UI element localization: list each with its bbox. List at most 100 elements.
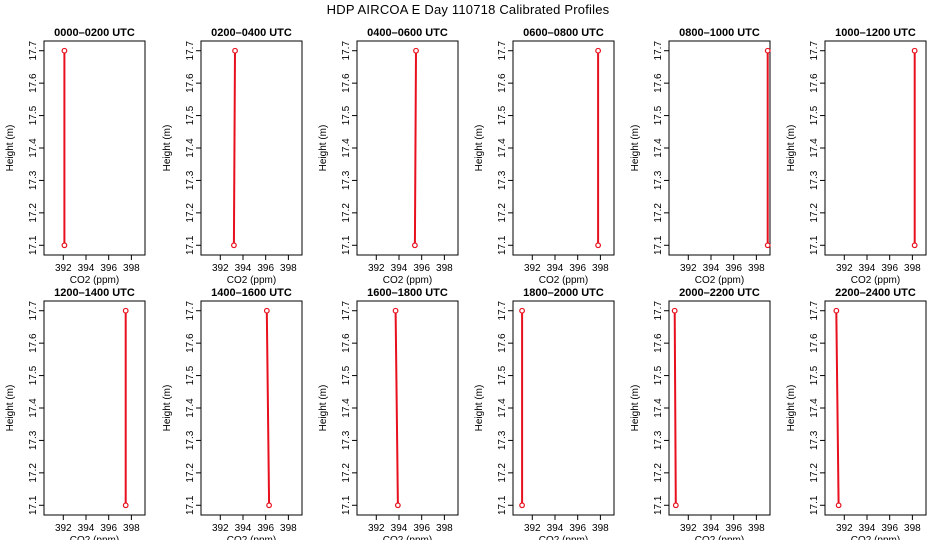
y-tick-label: 17.6 xyxy=(653,333,664,353)
y-tick-label: 17.4 xyxy=(185,138,196,158)
panel-title: 2200–2400 UTC xyxy=(835,287,916,299)
x-tick-label: 396 xyxy=(881,523,898,534)
plot-frame xyxy=(200,300,303,516)
panel-9: 1800–2000 UTC 392 394 396 398 17.1 17.2 17.3 17.… xyxy=(474,287,615,540)
y-tick-label: 17.6 xyxy=(809,333,820,353)
x-tick-label: 398 xyxy=(123,523,140,534)
panel-3: 0600–0800 UTC 392 394 396 398 17.1 17.2 17.3 17.… xyxy=(474,27,615,286)
y-tick-label: 17.6 xyxy=(653,73,664,93)
profile-line xyxy=(232,50,236,246)
x-tick-label: 392 xyxy=(524,523,541,534)
x-tick-label: 396 xyxy=(413,523,430,534)
x-tick-label: 392 xyxy=(368,523,385,534)
x-tick-label: 396 xyxy=(881,263,898,274)
x-tick-label: 394 xyxy=(235,263,252,274)
y-tick-label: 17.6 xyxy=(28,73,39,93)
y-axis-label: Height (m) xyxy=(474,125,485,172)
x-tick-label: 398 xyxy=(592,523,609,534)
y-tick-label: 17.4 xyxy=(809,138,820,158)
plot-frame xyxy=(200,40,303,256)
y-axis-label: Height (m) xyxy=(162,385,173,432)
y-tick-label: 17.7 xyxy=(28,41,39,61)
x-tick-label: 396 xyxy=(569,523,586,534)
y-tick-label: 17.3 xyxy=(185,430,196,450)
x-tick-label: 392 xyxy=(680,263,697,274)
x-axis-label: CO2 (ppm) xyxy=(539,535,588,540)
y-tick-label: 17.3 xyxy=(497,430,508,450)
x-tick-label: 392 xyxy=(524,263,541,274)
y-axis-label: Height (m) xyxy=(786,125,797,172)
x-tick-label: 398 xyxy=(436,263,453,274)
panel-title: 0600–0800 UTC xyxy=(523,27,604,39)
y-tick-label: 17.4 xyxy=(497,398,508,418)
profile-point xyxy=(232,47,238,54)
plot-frame xyxy=(668,40,771,256)
profile-line xyxy=(265,310,271,506)
y-tick-label: 17.5 xyxy=(497,365,508,385)
panel-2: 0400–0600 UTC 392 394 396 398 17.1 17.2 17.3 17.… xyxy=(318,27,459,286)
y-tick-label: 17.5 xyxy=(497,105,508,125)
x-tick-label: 396 xyxy=(413,263,430,274)
x-tick-label: 396 xyxy=(725,263,742,274)
x-tick-label: 394 xyxy=(391,523,408,534)
panel-6: 1200–1400 UTC 392 394 396 398 17.1 17.2 17.3 17.… xyxy=(5,287,146,540)
profile-point xyxy=(122,502,129,509)
y-tick-label: 17.4 xyxy=(653,398,664,418)
y-tick-label: 17.7 xyxy=(653,41,664,61)
panel-title: 0400–0600 UTC xyxy=(367,27,448,39)
profile-point xyxy=(266,502,272,509)
y-tick-label: 17.6 xyxy=(185,333,196,353)
x-axis-label: CO2 (ppm) xyxy=(695,275,744,286)
x-tick-label: 396 xyxy=(569,263,586,274)
profile-line xyxy=(835,310,840,506)
y-tick-label: 17.3 xyxy=(28,430,39,450)
profile-point xyxy=(672,502,679,509)
y-tick-label: 17.7 xyxy=(653,301,664,321)
panel-title: 1800–2000 UTC xyxy=(523,287,604,299)
profile-point xyxy=(671,307,678,314)
x-tick-label: 398 xyxy=(280,263,297,274)
x-tick-label: 394 xyxy=(391,263,408,274)
y-tick-label: 17.6 xyxy=(28,333,39,353)
profile-point xyxy=(519,307,525,314)
y-axis-label: Height (m) xyxy=(5,125,16,172)
y-tick-label: 17.4 xyxy=(809,398,820,418)
panel-title: 2000–2200 UTC xyxy=(679,287,760,299)
y-axis-label: Height (m) xyxy=(318,385,329,432)
y-tick-label: 17.7 xyxy=(341,41,352,61)
y-tick-label: 17.1 xyxy=(653,235,664,255)
y-tick-label: 17.6 xyxy=(809,73,820,93)
x-tick-label: 396 xyxy=(100,263,117,274)
profile-point xyxy=(911,242,918,249)
x-axis-label: CO2 (ppm) xyxy=(851,535,900,540)
y-tick-label: 17.2 xyxy=(497,463,508,483)
x-tick-label: 398 xyxy=(436,523,453,534)
y-tick-label: 17.4 xyxy=(28,398,39,418)
y-axis-label: Height (m) xyxy=(630,125,641,172)
x-tick-label: 394 xyxy=(547,263,564,274)
x-tick-label: 394 xyxy=(859,523,876,534)
x-tick-label: 394 xyxy=(235,523,252,534)
plot-frame xyxy=(668,300,771,516)
panel-11: 2200–2400 UTC 392 394 396 398 17.1 17.2 17.3 17.… xyxy=(786,287,927,540)
y-tick-label: 17.5 xyxy=(28,365,39,385)
y-axis-label: Height (m) xyxy=(474,385,485,432)
y-tick-label: 17.7 xyxy=(497,41,508,61)
profile-point xyxy=(764,47,771,54)
y-tick-label: 17.7 xyxy=(28,301,39,321)
y-tick-label: 17.2 xyxy=(809,203,820,223)
y-axis-label: Height (m) xyxy=(630,385,641,432)
y-tick-label: 17.2 xyxy=(341,463,352,483)
y-tick-label: 17.1 xyxy=(185,235,196,255)
y-tick-label: 17.1 xyxy=(809,235,820,255)
panel-title: 0800–1000 UTC xyxy=(679,27,760,39)
x-tick-label: 398 xyxy=(748,263,765,274)
panel-1: 0200–0400 UTC 392 394 396 398 17.1 17.2 17.3 17.… xyxy=(162,27,303,286)
x-tick-label: 392 xyxy=(368,263,385,274)
x-tick-label: 392 xyxy=(55,523,72,534)
y-tick-label: 17.7 xyxy=(497,301,508,321)
x-tick-label: 392 xyxy=(212,523,229,534)
plot-frame xyxy=(43,300,146,516)
x-axis-label: CO2 (ppm) xyxy=(227,535,276,540)
profile-point xyxy=(392,307,399,314)
